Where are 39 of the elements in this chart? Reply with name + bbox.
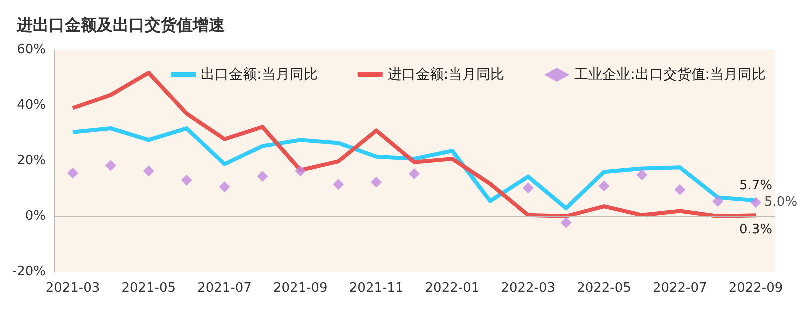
y-tick-label: 60% bbox=[17, 42, 46, 58]
data-label: 5.7% bbox=[740, 178, 773, 194]
y-tick-label: 20% bbox=[17, 154, 46, 168]
chart-title: 进出口金额及出口交货值增速 bbox=[16, 16, 226, 34]
point bbox=[674, 184, 686, 196]
x-tick-label: 2022-03 bbox=[501, 281, 556, 296]
y-tick-label: -20% bbox=[12, 264, 46, 280]
legend-label: 进口金额:当月同比 bbox=[388, 67, 505, 83]
x-tick-label: 2021-11 bbox=[349, 281, 404, 296]
point bbox=[143, 166, 154, 177]
data-label: 5.0% bbox=[764, 195, 798, 210]
x-tick-label: 2021-03 bbox=[46, 281, 100, 296]
point bbox=[560, 217, 572, 228]
data-label: 0.3% bbox=[740, 222, 773, 238]
point bbox=[105, 160, 116, 172]
point bbox=[409, 168, 420, 180]
point bbox=[181, 174, 192, 186]
x-tick-label: 2022-05 bbox=[577, 281, 632, 296]
point bbox=[750, 197, 762, 208]
point bbox=[257, 171, 268, 182]
x-tick-label: 2022-01 bbox=[425, 281, 480, 296]
x-tick-label: 2021-07 bbox=[198, 281, 252, 296]
x-tick-label: 2022-09 bbox=[728, 281, 784, 296]
y-tick-label: 0% bbox=[25, 209, 46, 224]
x-tick-label: 2021-05 bbox=[122, 281, 176, 296]
point bbox=[598, 180, 610, 192]
x-tick-label: 2021-09 bbox=[273, 281, 328, 296]
x-tick-label: 2022-07 bbox=[652, 281, 708, 296]
point bbox=[636, 170, 648, 181]
point bbox=[295, 166, 306, 177]
point bbox=[371, 176, 382, 188]
point bbox=[333, 179, 344, 190]
point bbox=[522, 182, 534, 194]
point bbox=[712, 196, 724, 208]
point bbox=[219, 182, 230, 193]
y-tick-label: 40% bbox=[17, 98, 46, 113]
legend-label: 工业企业:出口交货值:当月同比 bbox=[574, 67, 766, 83]
legend-label: 出口金额:当月同比 bbox=[201, 67, 318, 83]
point bbox=[67, 168, 78, 179]
